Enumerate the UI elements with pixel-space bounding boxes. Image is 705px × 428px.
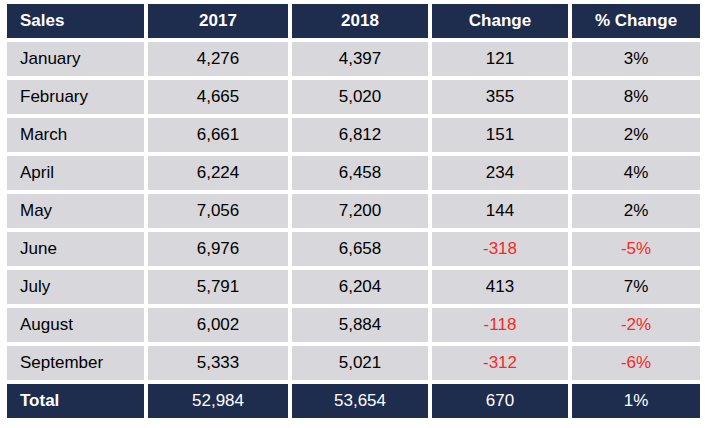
- total-2018: 53,654: [292, 384, 428, 418]
- cell-change: -318: [432, 232, 568, 266]
- table-row: June6,9766,658-318-5%: [7, 232, 700, 266]
- header-row: Sales 2017 2018 Change % Change: [7, 4, 700, 38]
- cell-pct_change: 8%: [572, 80, 700, 114]
- cell-change: 413: [432, 270, 568, 304]
- table-row: March6,6616,8121512%: [7, 118, 700, 152]
- cell-month: February: [7, 80, 144, 114]
- cell-y2017: 4,665: [148, 80, 288, 114]
- total-2017: 52,984: [148, 384, 288, 418]
- cell-month: March: [7, 118, 144, 152]
- cell-month: January: [7, 42, 144, 76]
- cell-pct_change: 7%: [572, 270, 700, 304]
- total-label: Total: [7, 384, 144, 418]
- cell-y2017: 5,791: [148, 270, 288, 304]
- cell-change: -118: [432, 308, 568, 342]
- cell-change: 144: [432, 194, 568, 228]
- total-change: 670: [432, 384, 568, 418]
- cell-month: June: [7, 232, 144, 266]
- cell-y2018: 6,812: [292, 118, 428, 152]
- cell-y2017: 5,333: [148, 346, 288, 380]
- cell-y2018: 5,884: [292, 308, 428, 342]
- cell-pct_change: 2%: [572, 194, 700, 228]
- table-row: September5,3335,021-312-6%: [7, 346, 700, 380]
- cell-pct_change: 3%: [572, 42, 700, 76]
- cell-y2018: 5,021: [292, 346, 428, 380]
- cell-y2017: 6,976: [148, 232, 288, 266]
- cell-y2017: 6,002: [148, 308, 288, 342]
- cell-change: -312: [432, 346, 568, 380]
- cell-change: 121: [432, 42, 568, 76]
- column-header-sales: Sales: [7, 4, 144, 38]
- cell-y2018: 4,397: [292, 42, 428, 76]
- cell-y2018: 7,200: [292, 194, 428, 228]
- column-header-pct-change: % Change: [572, 4, 700, 38]
- total-row: Total 52,984 53,654 670 1%: [7, 384, 700, 418]
- cell-pct_change: -6%: [572, 346, 700, 380]
- cell-pct_change: -5%: [572, 232, 700, 266]
- column-header-2018: 2018: [292, 4, 428, 38]
- cell-y2017: 6,661: [148, 118, 288, 152]
- table-row: August6,0025,884-118-2%: [7, 308, 700, 342]
- cell-y2018: 6,204: [292, 270, 428, 304]
- cell-y2017: 7,056: [148, 194, 288, 228]
- cell-y2017: 6,224: [148, 156, 288, 190]
- cell-change: 355: [432, 80, 568, 114]
- cell-y2018: 6,658: [292, 232, 428, 266]
- cell-pct_change: 2%: [572, 118, 700, 152]
- cell-month: August: [7, 308, 144, 342]
- cell-month: July: [7, 270, 144, 304]
- cell-pct_change: -2%: [572, 308, 700, 342]
- table-row: January4,2764,3971213%: [7, 42, 700, 76]
- table-row: May7,0567,2001442%: [7, 194, 700, 228]
- cell-y2018: 6,458: [292, 156, 428, 190]
- column-header-2017: 2017: [148, 4, 288, 38]
- cell-pct_change: 4%: [572, 156, 700, 190]
- cell-month: September: [7, 346, 144, 380]
- sales-table: Sales 2017 2018 Change % Change January4…: [3, 0, 704, 422]
- cell-y2018: 5,020: [292, 80, 428, 114]
- total-pct-change: 1%: [572, 384, 700, 418]
- cell-y2017: 4,276: [148, 42, 288, 76]
- table-row: April6,2246,4582344%: [7, 156, 700, 190]
- cell-month: May: [7, 194, 144, 228]
- cell-change: 234: [432, 156, 568, 190]
- table-body: January4,2764,3971213% February4,6655,020…: [7, 42, 700, 380]
- cell-change: 151: [432, 118, 568, 152]
- column-header-change: Change: [432, 4, 568, 38]
- table-row: February4,6655,0203558%: [7, 80, 700, 114]
- table-row: July5,7916,2044137%: [7, 270, 700, 304]
- cell-month: April: [7, 156, 144, 190]
